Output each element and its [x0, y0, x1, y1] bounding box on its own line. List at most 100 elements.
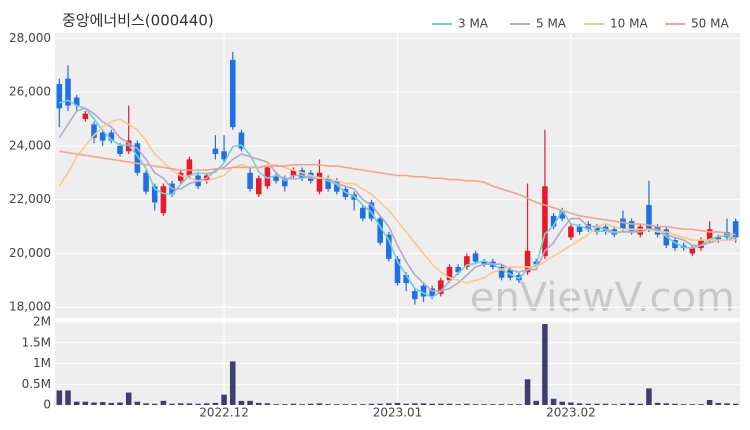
volume-bar [680, 404, 687, 405]
candle-body [672, 240, 678, 249]
candle-body [360, 207, 366, 219]
volume-bar [507, 404, 513, 405]
volume-bar [533, 400, 540, 405]
volume-bar [91, 402, 97, 405]
candle-body [386, 234, 392, 259]
candle-body [99, 132, 106, 141]
volume-bar [594, 403, 600, 405]
volume-bar [550, 398, 557, 405]
volume-bar [394, 402, 401, 405]
volume-bar [585, 403, 592, 405]
ma-line [58, 118, 736, 284]
volume-bar [238, 400, 245, 405]
volume-bar [264, 403, 271, 405]
volume-bar [143, 403, 149, 405]
volume-bar [151, 403, 158, 405]
volume-bar [108, 402, 115, 405]
volume-bar [663, 403, 670, 405]
volume-bar [342, 404, 349, 405]
volume-bar [446, 403, 453, 405]
candle-body [620, 218, 626, 230]
volume-bar [325, 404, 331, 405]
volume-bar [386, 403, 392, 405]
volume-bar [646, 388, 652, 405]
candle-body [706, 229, 713, 241]
candle-body [82, 113, 89, 120]
volume-bar [316, 403, 323, 405]
y-tick-label: 0 [43, 398, 51, 412]
candle-body [455, 266, 461, 273]
volume-bar [82, 401, 89, 405]
volume-bar [177, 403, 184, 405]
volume-bar [568, 402, 574, 405]
volume-bar [334, 404, 340, 405]
volume-bar [125, 392, 132, 405]
volume-bar [516, 404, 522, 405]
y-tick-label: 20,000 [9, 246, 51, 260]
candle-body [73, 97, 80, 106]
volume-bar [308, 403, 314, 405]
legend-label: 5 MA [536, 17, 567, 31]
candle-body [334, 180, 340, 192]
candle-body [368, 202, 375, 219]
volume-bar [732, 403, 739, 405]
y-tick-label: 18,000 [9, 300, 51, 314]
candle-body [576, 226, 583, 232]
legend-label: 10 MA [610, 17, 648, 31]
candle-body [212, 148, 219, 154]
candle-body [568, 226, 574, 238]
candle-body [247, 172, 253, 189]
candle-body [91, 124, 97, 138]
candle-body [732, 221, 739, 238]
volume-bar [672, 403, 678, 405]
volume-bar [689, 404, 696, 405]
candle-body [377, 218, 383, 243]
y-tick-label: 1.5M [22, 335, 51, 349]
candle-body [160, 186, 167, 214]
volume-bar [576, 403, 583, 405]
volume-bar [229, 361, 236, 405]
volume-bar [481, 404, 487, 405]
volume-bar [620, 403, 626, 405]
volume-bar [654, 402, 661, 405]
candle-body [559, 210, 566, 219]
volume-bar [290, 403, 297, 405]
candle-body [299, 170, 305, 179]
volume-bar [160, 400, 167, 405]
volume-bar [360, 404, 366, 405]
candle-body [498, 266, 505, 278]
candle-body [151, 186, 158, 203]
volume-bar [186, 403, 193, 405]
candle-body [238, 132, 245, 149]
candle-body [628, 221, 635, 232]
candle-body [464, 256, 470, 267]
chart-title: 중앙에너비스(000440) [62, 12, 214, 30]
candle-body [524, 250, 531, 273]
volume-bar [134, 401, 141, 405]
volume-bar [420, 403, 427, 405]
candle-body [56, 84, 63, 109]
volume-bar [221, 394, 227, 405]
x-tick-label: 2023.01 [373, 406, 423, 420]
y-tick-label: 2M [33, 315, 51, 329]
volume-bar [65, 390, 71, 405]
volume-bar [377, 403, 383, 405]
volume-bar [602, 403, 609, 405]
candle-body [143, 172, 149, 192]
candle-body [472, 253, 479, 262]
y-tick-label: 26,000 [9, 85, 51, 99]
legend-label: 3 MA [458, 17, 489, 31]
candle-body [134, 143, 141, 173]
volume-bar [611, 404, 618, 405]
volume-bar [542, 324, 548, 405]
volume-bar [273, 404, 279, 405]
candle-body [282, 178, 288, 187]
candle-body [108, 132, 115, 141]
volume-bar [247, 400, 253, 405]
candle-body [637, 226, 644, 235]
volume-bar [706, 400, 713, 405]
volume-bar [628, 403, 635, 405]
volume-bar [195, 403, 201, 405]
volume-bar [715, 402, 722, 405]
